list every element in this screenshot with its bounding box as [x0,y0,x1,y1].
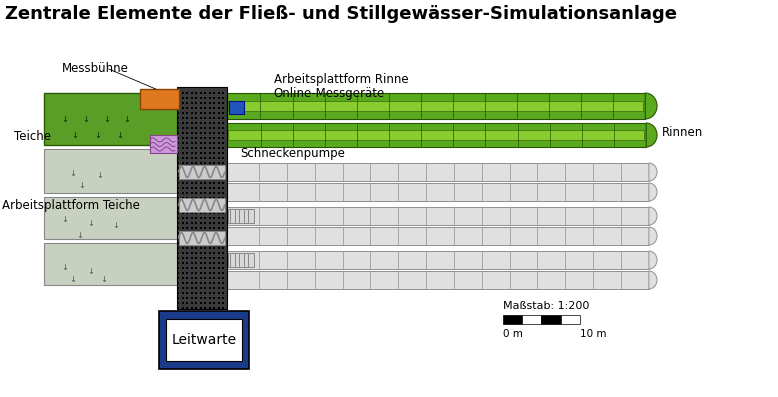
Bar [178,198,225,212]
Bar [166,319,242,361]
Bar [226,123,647,147]
Bar [44,243,177,285]
Bar [226,183,649,201]
Text: ↓: ↓ [82,114,89,123]
Text: ↓: ↓ [113,222,120,231]
Bar [226,251,649,269]
Bar [141,89,178,109]
Wedge shape [649,183,657,201]
Wedge shape [649,207,657,225]
Bar [561,315,580,324]
Text: ↓: ↓ [69,274,76,283]
Bar [44,93,177,145]
Text: ↓: ↓ [94,131,101,139]
Bar [229,131,644,140]
Text: ↓: ↓ [103,114,110,123]
Text: ↓: ↓ [76,231,83,239]
Wedge shape [645,93,657,119]
Wedge shape [649,163,657,181]
Text: Online-Messgeräte: Online-Messgeräte [274,87,385,100]
Bar [226,271,649,289]
Text: ↓: ↓ [78,181,85,189]
Text: Schneckenpumpe: Schneckenpumpe [240,146,345,160]
Bar [149,135,177,153]
Bar [226,227,649,245]
Text: Rinnen: Rinnen [661,125,703,139]
Text: ↓: ↓ [100,274,107,283]
Text: Zentrale Elemente der Fließ- und Stillgewässer-Simulationsanlage: Zentrale Elemente der Fließ- und Stillge… [5,5,677,23]
Text: 0 m: 0 m [503,329,523,339]
Bar [178,165,225,179]
Text: ↓: ↓ [69,168,76,177]
Bar [229,101,643,111]
Bar [226,93,645,119]
Text: ↓: ↓ [87,218,94,227]
Text: ↓: ↓ [116,131,123,139]
Text: ↓: ↓ [124,114,131,123]
Bar [159,311,249,369]
Text: Teiche: Teiche [13,131,51,143]
Bar [229,209,254,223]
Bar [541,315,561,324]
Text: ↓: ↓ [87,266,94,276]
Text: ↓: ↓ [71,131,78,139]
Text: ↓: ↓ [61,262,68,272]
Bar [230,101,244,114]
Bar [226,163,649,181]
Bar [503,315,522,324]
Wedge shape [649,227,657,245]
Text: Arbeitsplattform Rinne: Arbeitsplattform Rinne [274,73,408,85]
Text: Leitwarte: Leitwarte [171,333,237,347]
Text: ↓: ↓ [61,214,68,224]
Bar [226,207,649,225]
Text: ↓: ↓ [61,114,68,123]
Bar [178,231,225,245]
Text: Maßstab: 1:200: Maßstab: 1:200 [503,301,590,311]
Bar [44,197,177,239]
Wedge shape [649,271,657,289]
Bar [229,253,254,267]
Bar [44,149,177,193]
Wedge shape [649,251,657,269]
Text: 10 m: 10 m [580,329,607,339]
Text: Arbeitsplattform Teiche: Arbeitsplattform Teiche [2,198,140,212]
Text: ↓: ↓ [96,172,103,181]
Bar [177,87,226,309]
Wedge shape [647,123,657,147]
Bar [522,315,541,324]
Text: Messbühne: Messbühne [61,62,128,75]
